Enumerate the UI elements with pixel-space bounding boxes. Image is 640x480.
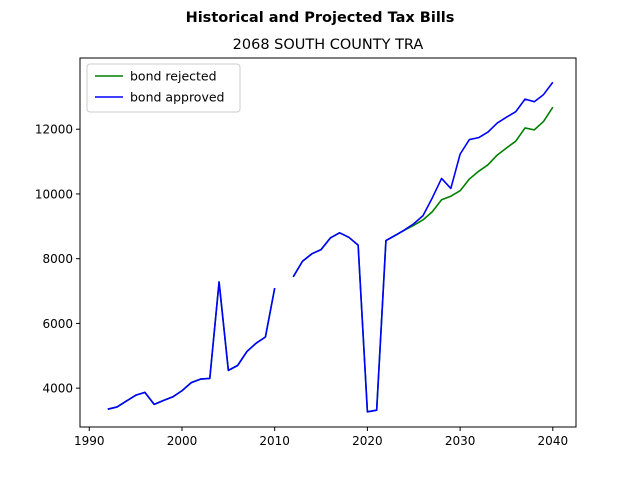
series-layer [107, 81, 554, 413]
y-tick-label: 6000 [42, 317, 73, 331]
x-tick-label: 2010 [259, 434, 290, 448]
chart-title: 2068 SOUTH COUNTY TRA [233, 37, 424, 53]
x-tick-label: 1990 [74, 434, 105, 448]
series-line-bond-rejected [107, 106, 554, 413]
legend-box [86, 63, 241, 113]
x-axis: 1990 2000 2010 2020 2030 2040 [74, 427, 568, 448]
x-tick-label: 2040 [538, 434, 569, 448]
legend-label: bond approved [130, 90, 224, 105]
x-tick-label: 2000 [167, 434, 198, 448]
y-axis: 4000 6000 8000 10000 12000 [35, 123, 80, 396]
y-tick-label: 4000 [42, 382, 73, 396]
series-line-bond-approved [107, 81, 554, 413]
chart-suptitle: Historical and Projected Tax Bills [186, 10, 455, 26]
y-tick-label: 8000 [42, 252, 73, 266]
x-tick-label: 2020 [352, 434, 383, 448]
y-tick-label: 12000 [35, 123, 73, 137]
legend: bond rejected bond approved [86, 63, 241, 113]
y-tick-label: 10000 [35, 187, 73, 201]
x-tick-label: 2030 [445, 434, 476, 448]
legend-label: bond rejected [130, 69, 217, 84]
axes-frame [79, 57, 577, 428]
